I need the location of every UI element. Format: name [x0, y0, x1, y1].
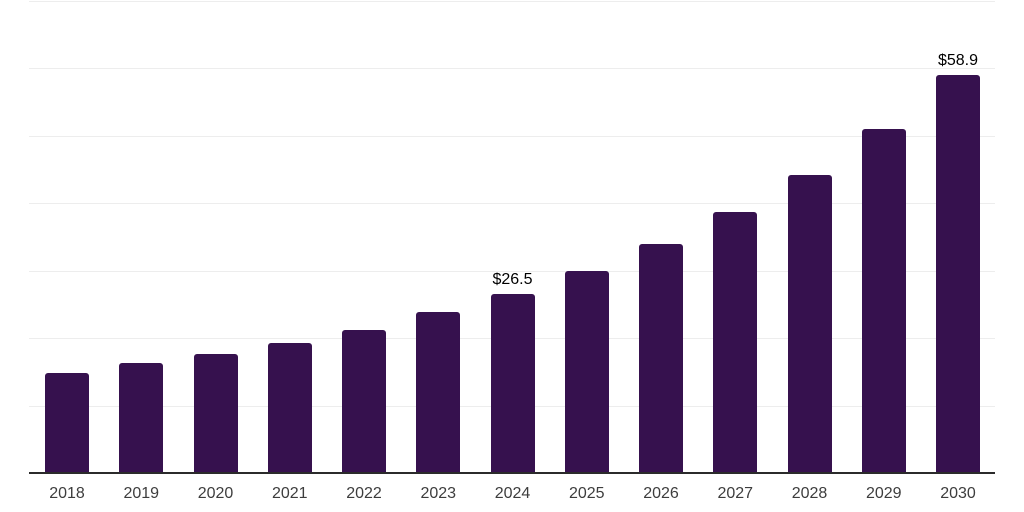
x-tick-label-2019: 2019	[123, 485, 160, 502]
bar-2023	[416, 311, 461, 473]
gridline-40	[29, 203, 995, 204]
x-tick-label-2028: 2028	[791, 485, 828, 502]
bar-2024	[490, 294, 535, 473]
gridline-70	[29, 0, 995, 2]
gridline-60	[29, 68, 995, 69]
bar-2026	[639, 243, 683, 473]
value-label-2030: $58.9	[937, 52, 979, 70]
bar-2027	[713, 212, 758, 473]
x-tick-label-2021: 2021	[271, 485, 308, 502]
x-tick-label-2020: 2020	[197, 485, 234, 502]
bar-2028	[787, 174, 832, 473]
x-tick-label-2023: 2023	[420, 485, 457, 502]
bar-2030	[936, 75, 980, 473]
bar-2021	[267, 343, 312, 473]
bar-2029	[861, 129, 906, 473]
x-axis-line	[29, 472, 995, 474]
value-label-2024: $26.5	[492, 271, 533, 289]
bar-2018	[45, 373, 89, 473]
x-tick-label-2024: 2024	[494, 485, 531, 502]
x-tick-label-2027: 2027	[717, 485, 754, 502]
x-tick-label-2022: 2022	[346, 485, 382, 502]
x-tick-label-2026: 2026	[643, 485, 679, 502]
gridline-50	[29, 135, 995, 137]
bar-2025	[564, 270, 609, 473]
x-tick-label-2025: 2025	[568, 485, 605, 502]
x-tick-label-2030: 2030	[940, 485, 976, 502]
x-tick-label-2018: 2018	[49, 485, 85, 502]
x-tick-label-2029: 2029	[865, 485, 902, 502]
bar-2022	[342, 329, 386, 473]
bar-2019	[119, 362, 164, 473]
bar-2020	[193, 353, 238, 473]
